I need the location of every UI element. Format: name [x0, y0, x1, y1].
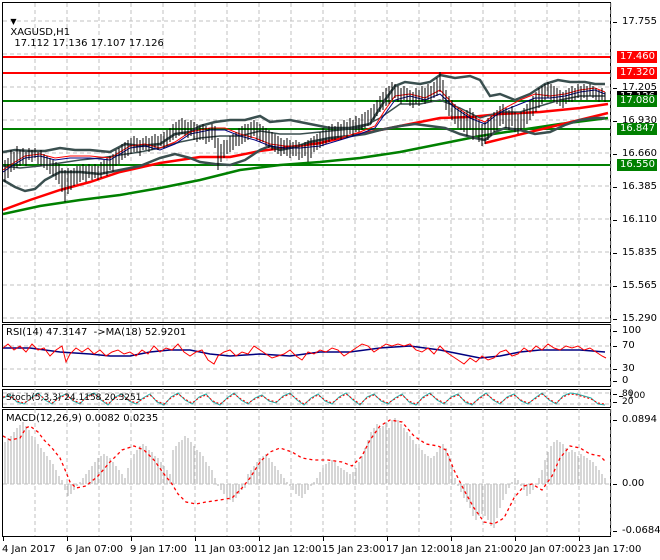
macd-signal-line: [3, 419, 607, 525]
rsi-axis-label: 0: [612, 375, 629, 386]
time-label: 9 Jan 17:00: [130, 544, 187, 555]
macd-axis: 0.0894 0.00 -0.0684: [612, 409, 660, 537]
macd-axis-label: 0.0894: [613, 414, 657, 425]
macd-title: MACD(12,26,9) 0.0082 0.0235: [6, 413, 159, 424]
price-label: 15.565: [613, 280, 657, 291]
time-label: 17 Jan 12:00: [386, 544, 450, 555]
rsi-ma-line: [3, 345, 606, 359]
price-label: 16.930: [613, 115, 657, 126]
ohlc-values: 17.112 17.136 17.107 17.126: [14, 38, 164, 49]
chart-title: ▼ XAGUSD,H1 17.112 17.136 17.107 17.126: [4, 5, 164, 49]
stoch-axis-label: 100: [618, 391, 646, 401]
triangle-down-icon[interactable]: ▼: [10, 17, 17, 26]
rsi-axis-label: 70: [613, 340, 635, 351]
time-label: 15 Jan 23:00: [322, 544, 386, 555]
rsi-line: [3, 343, 607, 365]
price-axis: 17.755 17.205 16.930 16.660 16.385 16.11…: [612, 0, 660, 324]
macd-axis-label: -0.0684: [613, 525, 660, 536]
stoch-axis: 80 100 20: [612, 389, 660, 408]
level-tag-16550: 16.550: [617, 159, 657, 171]
macd-histogram: [3, 418, 607, 528]
time-label: 4 Jan 2017: [2, 544, 56, 555]
price-label: 16.660: [613, 148, 657, 159]
price-label: 16.110: [613, 214, 657, 225]
stoch-axis-label: 20: [612, 397, 634, 407]
time-label: 23 Jan 17:00: [578, 544, 642, 555]
time-label: 6 Jan 07:00: [66, 544, 123, 555]
rsi-axis-label: 100: [612, 325, 642, 336]
stoch-d-line: [3, 393, 606, 405]
level-tag-17320: 17.320: [617, 67, 657, 79]
symbol-label: XAGUSD,H1: [10, 27, 71, 38]
level-tag-16847: 16.847: [617, 123, 657, 135]
time-label: 11 Jan 03:00: [194, 544, 258, 555]
time-label: 18 Jan 21:00: [450, 544, 514, 555]
price-label: 17.755: [613, 16, 657, 27]
price-label: 17.205: [613, 82, 657, 93]
price-bars: [4, 72, 606, 202]
grid-lines: [3, 3, 612, 536]
price-label: 15.835: [613, 247, 657, 258]
rsi-axis: 100 70 30 0: [612, 324, 660, 387]
stoch-title: Stoch(5,3,3) 24.1158 20.3251: [6, 393, 142, 403]
macd-axis-label: 0.00: [612, 478, 645, 489]
rsi-title: RSI(14) 47.3147 ->MA(18) 52.9201: [6, 327, 187, 338]
time-label: 12 Jan 12:00: [258, 544, 322, 555]
level-tag-17080: 17.080: [617, 95, 657, 107]
price-label: 15.290: [613, 313, 657, 324]
ma-green: [3, 116, 609, 216]
time-label: 20 Jan 07:00: [514, 544, 578, 555]
rsi-axis-label: 30: [613, 363, 635, 374]
bollinger-upper: [3, 73, 605, 154]
level-tag-17460: 17.460: [617, 51, 657, 63]
price-label: 16.385: [613, 181, 657, 192]
stoch-axis-label: 80: [612, 389, 634, 399]
